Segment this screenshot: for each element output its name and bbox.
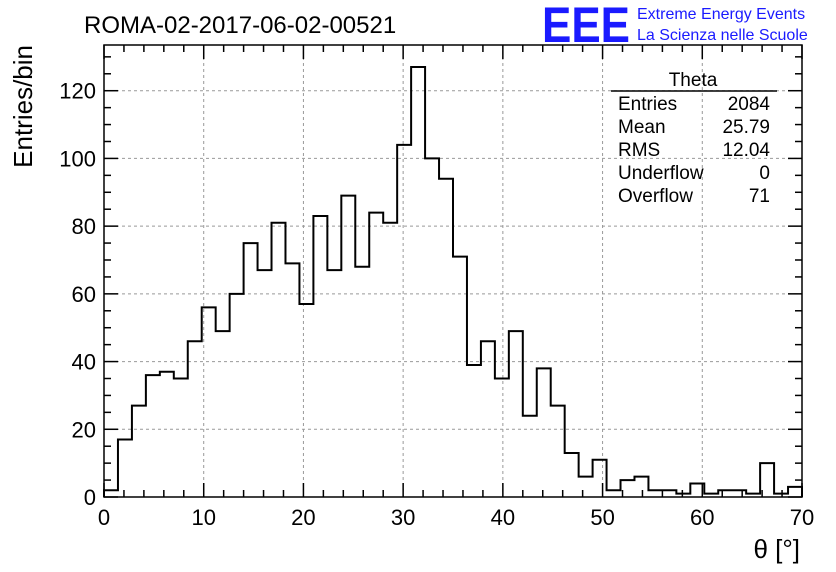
histogram-bin — [565, 453, 579, 497]
histogram-bin — [216, 331, 230, 497]
y-tick-label: 100 — [59, 146, 96, 171]
histogram-bin — [662, 490, 676, 497]
histogram-bin — [341, 196, 355, 497]
histogram-bin — [313, 216, 327, 497]
x-axis-label: θ [°] — [753, 534, 800, 564]
histogram-bin — [369, 213, 383, 497]
histogram-bin — [648, 490, 662, 497]
histogram-bin — [327, 270, 341, 497]
x-tick-label: 50 — [590, 505, 614, 530]
histogram-bin — [383, 223, 397, 497]
chart-title: ROMA-02-2017-06-02-00521 — [84, 12, 396, 39]
histogram-bin — [481, 341, 495, 497]
histogram-bin — [132, 406, 146, 497]
plot-frame — [103, 44, 803, 498]
histogram-bin — [355, 267, 369, 497]
histogram-bin — [411, 67, 425, 497]
x-tick-label: 0 — [98, 505, 110, 530]
stats-value: 12.04 — [722, 140, 770, 161]
stats-label: RMS — [618, 140, 660, 161]
histogram-bin — [425, 158, 439, 497]
histogram-bin — [118, 439, 132, 497]
histogram-bin — [509, 331, 523, 497]
x-tick-label: 40 — [491, 505, 515, 530]
histogram-bin — [258, 270, 272, 497]
axis-ticks — [103, 45, 803, 498]
histogram-bin — [272, 223, 286, 497]
histogram-bin — [439, 179, 453, 497]
histogram-bin — [146, 375, 160, 497]
histogram-bin — [174, 378, 188, 497]
eee-logo-line2: La Scienza nelle Scuole — [637, 27, 808, 44]
histogram-bin — [788, 487, 802, 497]
y-tick-label: 40 — [72, 350, 96, 375]
histogram-bin — [160, 372, 174, 497]
histogram-bin — [523, 416, 537, 497]
y-tick-label: 120 — [59, 79, 96, 104]
eee-logo-line1: Extreme Energy Events — [637, 6, 805, 23]
stats-value: 71 — [749, 186, 770, 207]
stats-label: Overflow — [618, 186, 693, 207]
y-axis-label: Entries/bin — [8, 45, 38, 168]
histogram-bin — [593, 460, 607, 497]
stats-box: Theta Entries 2084 Mean 25.79 RMS 12.04 Underf… — [611, 70, 777, 207]
histogram-bin — [634, 477, 648, 497]
stats-value: 0 — [759, 163, 770, 184]
histogram-bin — [285, 263, 299, 497]
histogram-bin — [453, 257, 467, 497]
histogram-bin — [579, 477, 593, 497]
histogram-bin — [495, 378, 509, 497]
y-tick-label: 80 — [72, 214, 96, 239]
histogram-bin — [467, 365, 481, 497]
x-tick-label: 70 — [790, 505, 814, 530]
histogram-bin — [537, 368, 551, 497]
stats-box-title: Theta — [669, 70, 718, 91]
histogram-bin — [551, 406, 565, 497]
eee-logo: EEE Extreme Energy Events La Scienza nel… — [542, 0, 808, 53]
stats-value: 2084 — [728, 94, 771, 115]
histogram-bin — [188, 341, 202, 497]
y-tick-label: 0 — [84, 485, 96, 510]
stats-label: Mean — [618, 117, 666, 138]
x-tick-label: 20 — [291, 505, 315, 530]
x-tick-label: 60 — [690, 505, 714, 530]
histogram-bin — [732, 490, 746, 497]
stats-label: Underflow — [618, 163, 704, 184]
histogram-bin — [202, 307, 216, 497]
x-tick-label: 10 — [191, 505, 215, 530]
histogram-bin — [230, 294, 244, 497]
x-tick-label: 30 — [391, 505, 415, 530]
y-tick-labels: 0 20 40 60 80 100 120 — [59, 79, 96, 510]
histogram-bins — [104, 67, 802, 497]
histogram-bin — [244, 243, 258, 497]
y-tick-label: 60 — [72, 282, 96, 307]
histogram-bin — [299, 304, 313, 497]
y-tick-label: 20 — [72, 417, 96, 442]
x-tick-labels: 0 10 20 30 40 50 60 70 — [98, 505, 814, 530]
histogram-bin — [397, 145, 411, 497]
histogram-bin — [104, 490, 118, 497]
stats-label: Entries — [618, 94, 677, 115]
histogram-outline — [103, 66, 803, 497]
stats-value: 25.79 — [722, 117, 770, 138]
histogram-bin — [718, 490, 732, 497]
eee-logo-mark: EEE — [542, 0, 630, 53]
histogram-bin — [607, 490, 621, 497]
